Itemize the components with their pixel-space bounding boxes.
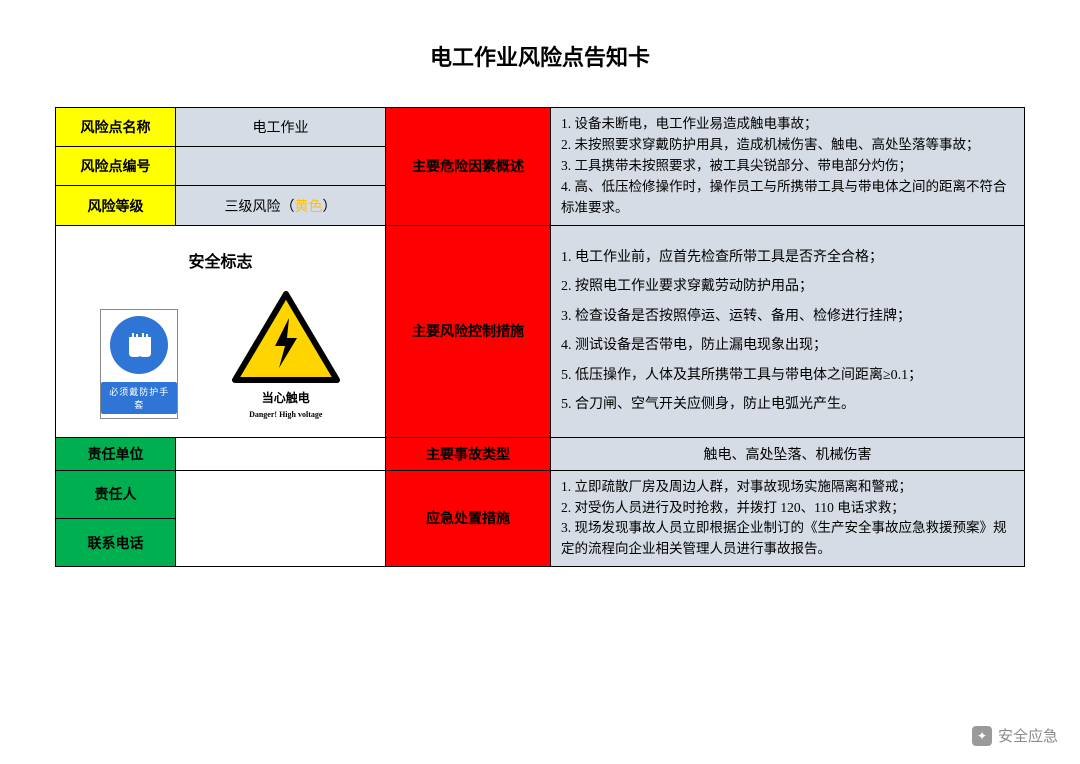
watermark-text: 安全应急 — [998, 725, 1058, 746]
list-item: 2. 按照电工作业要求穿戴劳动防护用品； — [561, 272, 1014, 301]
label-contact: 联系电话 — [56, 518, 176, 566]
wechat-icon: ✦ — [972, 726, 992, 746]
value-risk-id — [176, 147, 386, 186]
emergency-body: 1. 立即疏散厂房及周边人群，对事故现场实施隔离和警戒； 2. 对受伤人员进行及… — [551, 470, 1025, 567]
list-item: 4. 测试设备是否带电，防止漏电现象出现； — [561, 331, 1014, 360]
watermark: ✦ 安全应急 — [972, 725, 1058, 746]
sign-shock: 当心触电 Danger! High voltage — [231, 290, 341, 419]
list-item: 3. 检查设备是否按照停运、运转、备用、检修进行挂牌； — [561, 302, 1014, 331]
shock-caption-en: Danger! High voltage — [249, 410, 322, 419]
control-body: 1. 电工作业前，应首先检查所带工具是否齐全合格； 2. 按照电工作业要求穿戴劳… — [551, 225, 1025, 437]
risk-table: 风险点名称 电工作业 主要危险因素概述 1. 设备未断电，电工作业易造成触电事故… — [55, 107, 1025, 567]
list-item: 4. 高、低压检修操作时，操作员工与所携带工具与带电体之间的距离不符合标准要求。 — [561, 177, 1014, 219]
list-item: 1. 电工作业前，应首先检查所带工具是否齐全合格； — [561, 243, 1014, 272]
list-item: 2. 未按照要求穿戴防护用具，造成机械伤害、触电、高处坠落等事故； — [561, 135, 1014, 156]
value-resp-unit — [176, 437, 386, 470]
gloves-icon — [110, 316, 168, 374]
label-control: 主要风险控制措施 — [386, 225, 551, 437]
list-item: 5. 低压操作，人体及其所携带工具与带电体之间距离≥0.1； — [561, 361, 1014, 390]
safety-sign-cell: 安全标志 必须戴防护手套 — [56, 225, 386, 437]
page-title: 电工作业风险点告知卡 — [55, 40, 1025, 72]
label-hazard-desc: 主要危险因素概述 — [386, 108, 551, 226]
label-risk-name: 风险点名称 — [56, 108, 176, 147]
card-container: 电工作业风险点告知卡 风险点名称 电工作业 主要危险因素概述 1. 设备未断电，… — [0, 0, 1080, 567]
list-item: 2. 对受伤人员进行及时抢救，并拨打 120、110 电话求救； — [561, 498, 1014, 519]
label-resp-person: 责任人 — [56, 470, 176, 518]
sign-gloves: 必须戴防护手套 — [100, 309, 178, 419]
label-resp-unit: 责任单位 — [56, 437, 176, 470]
list-item: 1. 立即疏散厂房及周边人群，对事故现场实施隔离和警戒； — [561, 477, 1014, 498]
list-item: 3. 现场发现事故人员立即根据企业制订的《生产安全事故应急救援预案》规定的流程向… — [561, 518, 1014, 560]
label-emergency: 应急处置措施 — [386, 470, 551, 567]
label-safety-sign: 安全标志 — [64, 248, 377, 272]
gloves-label: 必须戴防护手套 — [101, 382, 177, 414]
hazard-desc-body: 1. 设备未断电，电工作业易造成触电事故； 2. 未按照要求穿戴防护用具，造成机… — [551, 108, 1025, 226]
warning-triangle-icon — [231, 290, 341, 385]
list-item: 1. 设备未断电，电工作业易造成触电事故； — [561, 114, 1014, 135]
value-risk-name: 电工作业 — [176, 108, 386, 147]
label-risk-level: 风险等级 — [56, 186, 176, 225]
value-accident-type: 触电、高处坠落、机械伤害 — [551, 437, 1025, 470]
shock-caption-cn: 当心触电 — [262, 389, 310, 406]
list-item: 3. 工具携带未按照要求，被工具尖锐部分、带电部分灼伤； — [561, 156, 1014, 177]
value-risk-level: 三级风险（黄色） — [176, 186, 386, 225]
label-accident-type: 主要事故类型 — [386, 437, 551, 470]
list-item: 5. 合刀闸、空气开关应侧身，防止电弧光产生。 — [561, 390, 1014, 419]
label-risk-id: 风险点编号 — [56, 147, 176, 186]
value-resp-person — [176, 470, 386, 567]
